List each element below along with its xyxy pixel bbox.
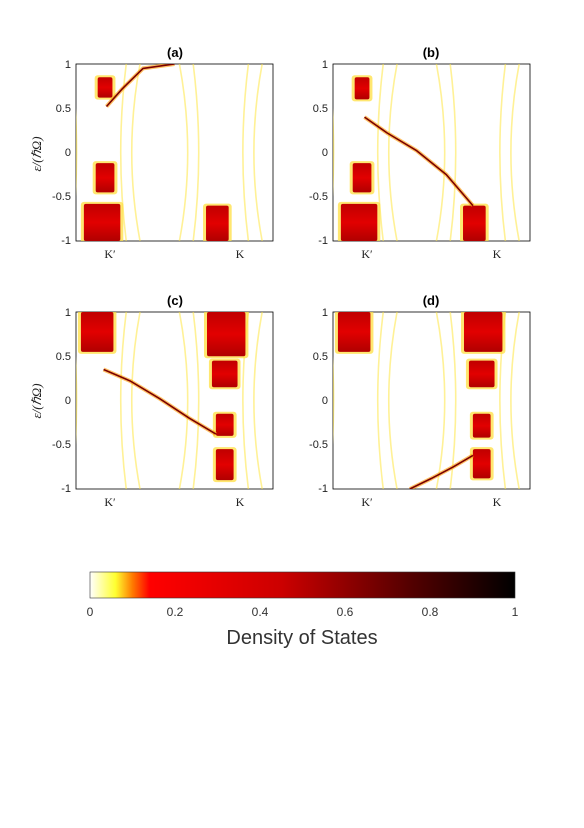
bulk-block [211,360,238,388]
dispersion-band [192,64,200,241]
bulk-block [472,413,491,438]
marks-layer [76,312,263,489]
colorbar-tick-label: 0.4 [252,605,269,619]
colorbar-tick-label: 1 [512,605,519,619]
dispersion-band [76,108,78,197]
y-tick-label: 0 [322,395,328,407]
bulk-block [95,163,115,193]
marks-layer [333,312,520,489]
marks-layer [333,64,520,241]
y-axis-label: ε/(ℏΩ) [29,383,44,418]
y-tick-label: 1 [65,307,71,319]
dispersion-band [253,312,263,489]
panel-title: (d) [423,293,440,308]
bulk-block [80,312,114,352]
y-tick-label: -1 [318,483,328,495]
colorbar: 0 0.2 0.4 0.6 0.8 1 Density of States [87,571,519,649]
y-tick-label: -0.5 [309,439,328,451]
x-tick-label: K′ [104,495,116,509]
bulk-block [215,413,234,436]
colorbar-label: Density of States [226,627,377,649]
bulk-block [206,205,229,241]
dispersion-band [130,64,141,241]
dispersion-band [333,108,335,197]
dispersion-band [387,64,398,241]
x-tick-label: K′ [361,247,373,261]
x-tick-label: K [493,247,502,261]
panel-b: (b) 1 0.5 0 -0.5 -1 K′ K [309,45,531,261]
bulk-block [83,203,121,241]
y-tick-label: 0.5 [56,351,71,363]
dispersion-band [435,64,446,241]
edge-state-line [105,64,175,108]
y-tick-label: 0.5 [313,103,328,115]
bulk-block [468,360,495,388]
bulk-block [463,205,486,241]
dispersion-band [387,312,398,489]
dispersion-band [119,312,128,489]
dispersion-band [130,312,141,489]
dispersion-band [333,356,335,445]
colorbar-tick-label: 0 [87,605,94,619]
y-tick-label: -0.5 [52,439,71,451]
dispersion-band [510,64,520,241]
panel-title: (a) [167,45,183,60]
panel-d: (d) 1 0.5 0 -0.5 -1 K′ K [309,293,531,509]
y-tick-label: -1 [318,235,328,247]
y-tick-label: -1 [61,483,71,495]
colorbar-tick-label: 0.8 [422,605,439,619]
dispersion-band [178,64,189,241]
dispersion-band [376,64,385,241]
panel-a: (a) 1 0.5 0 -0.5 -1 K′ K ε/(ℏΩ) [29,45,274,261]
bulk-block [97,77,113,98]
dispersion-band [242,64,250,241]
edge-state-line [364,116,474,207]
y-tick-label: 1 [322,59,328,71]
panel-title: (b) [423,45,440,60]
dispersion-band [499,64,507,241]
bulk-block [207,312,246,357]
y-tick-label: -0.5 [52,191,71,203]
bulk-block [354,77,370,100]
x-tick-label: K [493,495,502,509]
dispersion-band [76,356,78,445]
y-tick-label: 0.5 [313,351,328,363]
y-tick-label: -0.5 [309,191,328,203]
dispersion-band [435,312,446,489]
dispersion-band [449,64,457,241]
x-tick-label: K [236,247,245,261]
x-tick-label: K′ [104,247,116,261]
colorbar-tick-label: 0.6 [337,605,354,619]
dispersion-band [178,312,189,489]
y-tick-label: 1 [65,59,71,71]
bulk-block [337,312,371,352]
edge-state-line [409,454,474,489]
dispersion-band [253,64,263,241]
y-tick-label: 0 [322,147,328,159]
y-tick-label: -1 [61,235,71,247]
dispersion-band [510,312,520,489]
bulk-block [464,312,503,352]
x-tick-label: K [236,495,245,509]
bulk-block [340,203,378,241]
y-tick-label: 0 [65,147,71,159]
edge-state-line [103,368,217,435]
colorbar-tick-label: 0.2 [167,605,184,619]
marks-layer [76,64,263,241]
bulk-block [352,163,372,193]
y-tick-label: 0 [65,395,71,407]
x-tick-label: K′ [361,495,373,509]
panel-c: (c) 1 0.5 0 -0.5 -1 K′ K ε/(ℏΩ) [29,293,274,509]
bulk-block [472,449,491,479]
bulk-block [215,449,234,481]
colorbar-gradient [89,571,516,599]
y-tick-label: 1 [322,307,328,319]
dispersion-band [192,312,200,489]
dispersion-band [376,312,385,489]
y-axis-label: ε/(ℏΩ) [29,136,44,171]
panel-title: (c) [167,293,183,308]
y-tick-label: 0.5 [56,103,71,115]
